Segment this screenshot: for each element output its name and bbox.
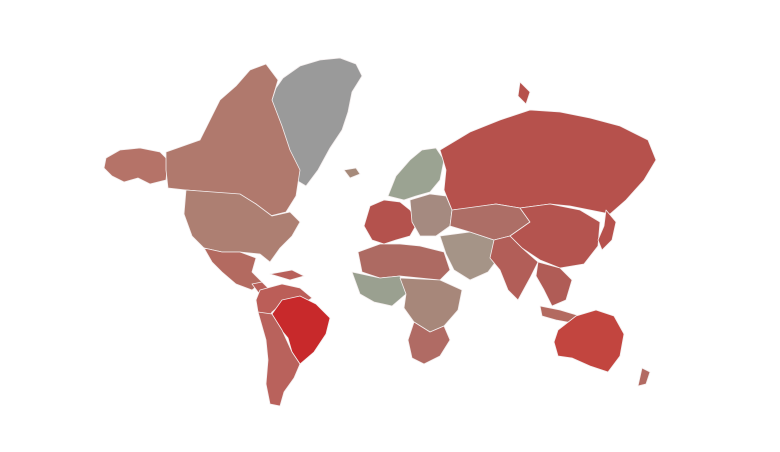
region-southeast-asia[interactable] xyxy=(535,261,573,307)
region-japan[interactable] xyxy=(597,209,617,251)
region-new-zealand[interactable] xyxy=(637,367,651,387)
region-south-africa[interactable] xyxy=(407,321,451,365)
region-scandinavia[interactable] xyxy=(387,147,445,201)
region-europe-west[interactable] xyxy=(363,199,419,245)
region-iceland[interactable] xyxy=(343,167,361,179)
region-central-africa[interactable] xyxy=(399,277,463,333)
region-north-africa[interactable] xyxy=(357,243,451,281)
region-europe-east[interactable] xyxy=(409,193,453,237)
region-usa[interactable] xyxy=(183,189,301,263)
region-west-africa[interactable] xyxy=(351,271,407,307)
region-south-america-south[interactable] xyxy=(257,311,301,407)
region-russia[interactable] xyxy=(439,81,657,215)
region-australia[interactable] xyxy=(553,309,625,373)
region-alaska[interactable] xyxy=(103,147,169,185)
region-china[interactable] xyxy=(509,203,601,269)
region-india[interactable] xyxy=(489,235,539,301)
